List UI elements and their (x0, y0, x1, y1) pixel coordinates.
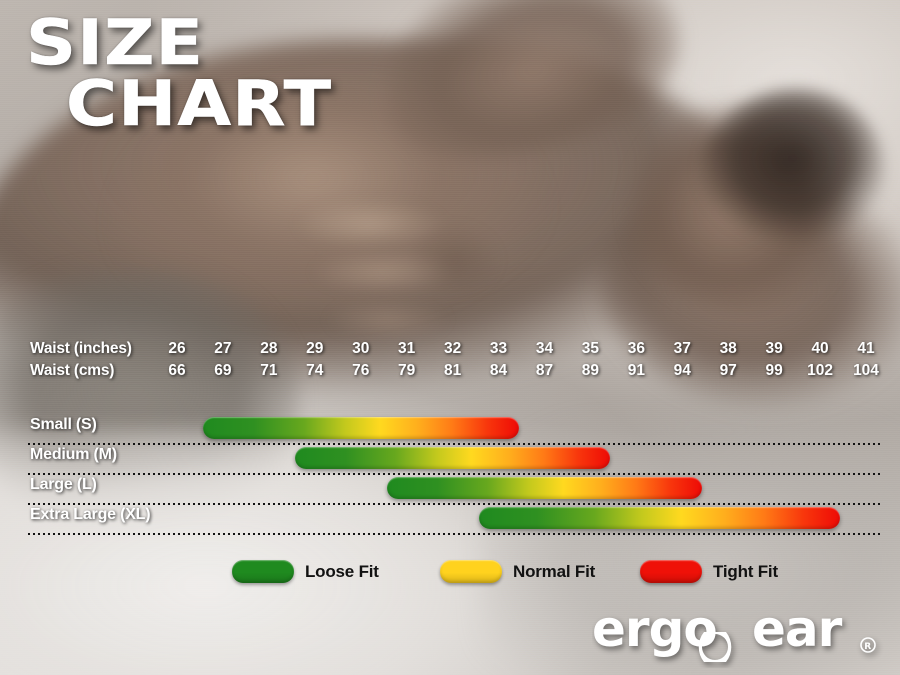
size-range-bar (478, 507, 841, 529)
measurement-row-label: Waist (inches) (30, 340, 132, 357)
size-range-bar (202, 417, 519, 439)
photo-hair (700, 88, 885, 248)
size-range-bar (294, 447, 611, 469)
measurement-cell: 81 (443, 362, 462, 379)
legend-label: Loose Fit (305, 561, 379, 581)
measurement-cell: 104 (853, 362, 879, 379)
measurement-cell: 32 (443, 340, 462, 357)
measurement-cell: 39 (765, 340, 783, 357)
measurement-cell: 26 (168, 340, 186, 357)
measurement-cell: 74 (306, 362, 324, 379)
row-divider (28, 503, 882, 505)
size-row: Medium (M) (0, 444, 900, 475)
size-row: Extra Large (XL) (0, 504, 900, 535)
row-divider (28, 533, 882, 535)
row-divider (28, 473, 882, 475)
measurement-cell: 79 (398, 362, 416, 379)
legend-item: Tight Fit (640, 560, 778, 583)
measurement-cell: 71 (260, 362, 278, 379)
measurement-cell: 99 (765, 362, 783, 379)
measurement-cells: 66 69 71 74 76 79 81 84 87 89 91 94 97 99 102 104 (0, 362, 900, 384)
page-title-line-1: SIZE (26, 6, 205, 79)
fit-legend: Loose Fit Normal Fit Tight Fit (0, 560, 900, 592)
measurement-cell: 27 (214, 340, 232, 357)
size-bars-table: Small (S) Medium (M) Large (L) Extra Large … (0, 414, 900, 535)
photo-abdomen (250, 180, 550, 380)
measurement-cell: 69 (214, 362, 232, 379)
legend-swatch (640, 560, 702, 583)
measurement-cell: 66 (168, 362, 186, 379)
size-row-label: Small (S) (30, 416, 97, 433)
size-row-label: Medium (M) (30, 446, 117, 463)
measurement-cell: 87 (535, 362, 554, 379)
size-row-label: Large (L) (30, 476, 97, 493)
measurement-cell: 37 (673, 340, 691, 357)
legend-swatch (232, 560, 294, 583)
measurement-cell: 38 (719, 340, 737, 357)
row-divider (28, 443, 882, 445)
measurement-table: Waist (inches) 26 27 28 29 30 31 32 33 34 35 36 37 38… (0, 340, 900, 384)
measurement-cell: 40 (811, 340, 829, 357)
measurement-cell: 91 (627, 362, 645, 379)
svg-text:ergo: ergo (592, 602, 717, 658)
legend-label: Tight Fit (713, 561, 778, 581)
measurement-cell: 84 (489, 362, 508, 379)
measurement-row-label: Waist (cms) (30, 362, 115, 379)
measurement-cells: 26 27 28 29 30 31 32 33 34 35 36 37 38 39 40 41 (0, 340, 900, 362)
ergowear-logo: ergo ear R (592, 602, 892, 668)
size-row: Small (S) (0, 414, 900, 445)
measurement-cell: 31 (398, 340, 416, 357)
svg-text:ear: ear (752, 602, 843, 658)
legend-item: Normal Fit (440, 560, 595, 583)
measurement-cell: 30 (352, 340, 370, 357)
measurement-cell: 28 (260, 340, 278, 357)
measurement-cell: 33 (489, 340, 508, 357)
measurement-cell: 102 (807, 362, 833, 379)
page-title: SIZE CHART (26, 11, 332, 135)
measurement-cell: 97 (719, 362, 737, 379)
measurement-cell: 76 (352, 362, 370, 379)
svg-text:R: R (864, 642, 871, 652)
measurement-row: Waist (inches) 26 27 28 29 30 31 32 33 34 35 36 37 38… (0, 340, 900, 362)
measurement-cell: 29 (306, 340, 324, 357)
measurement-row: Waist (cms) 66 69 71 74 76 79 81 84 87 89 91 94 97 99 1… (0, 362, 900, 384)
legend-item: Loose Fit (232, 560, 379, 583)
size-range-bar (386, 477, 703, 499)
measurement-cell: 36 (627, 340, 645, 357)
measurement-cell: 35 (581, 340, 600, 357)
measurement-cell: 41 (857, 340, 875, 357)
measurement-cell: 94 (673, 362, 691, 379)
page-title-line-2: CHART (66, 67, 333, 141)
measurement-cell: 34 (535, 340, 554, 357)
size-row-label: Extra Large (XL) (30, 506, 151, 523)
legend-label: Normal Fit (513, 561, 596, 581)
legend-swatch (440, 560, 502, 583)
size-row: Large (L) (0, 474, 900, 505)
measurement-cell: 89 (581, 362, 600, 379)
